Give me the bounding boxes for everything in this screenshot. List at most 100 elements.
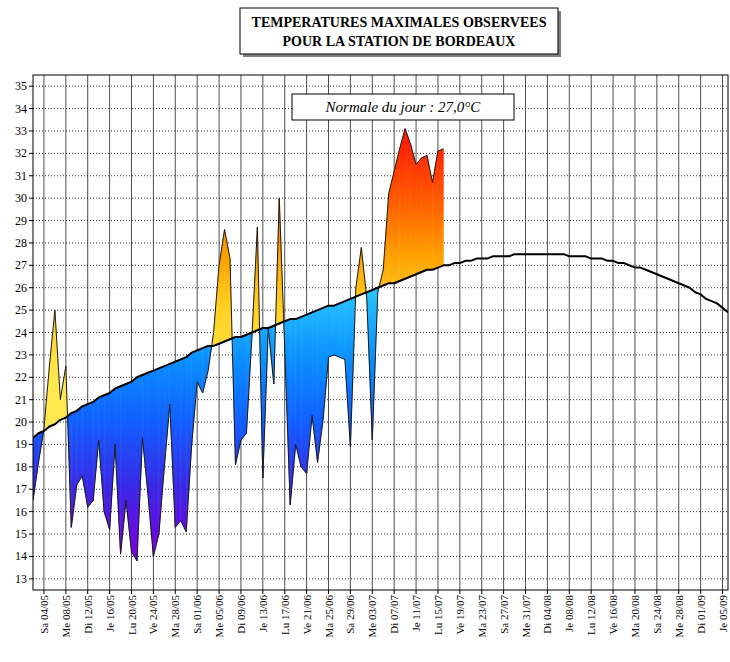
normal-line	[33, 254, 728, 438]
x-tick-label: Je 08/08	[563, 595, 575, 632]
y-tick-label: 14	[15, 549, 27, 563]
grid-line-x	[43, 75, 44, 590]
cold-area	[203, 346, 208, 393]
x-tick	[43, 590, 44, 594]
x-tick	[678, 590, 679, 594]
warm-area	[411, 144, 416, 276]
y-tick-label: 19	[15, 437, 27, 451]
y-axis: 1314151617181920212223242526272829303132…	[15, 79, 33, 586]
grid-line-x	[722, 75, 723, 590]
y-tick	[29, 175, 33, 176]
title: TEMPERATURES MAXIMALES OBSERVEES	[252, 15, 547, 30]
y-tick-label: 15	[15, 527, 27, 541]
x-tick-label: Ve 19/07	[454, 595, 466, 635]
subtitle: POUR LA STATION DE BORDEAUX	[283, 34, 516, 49]
x-tick	[131, 590, 132, 594]
x-tick	[372, 590, 373, 594]
x-tick	[197, 590, 198, 594]
grid-line-x	[240, 75, 241, 590]
x-tick	[613, 590, 614, 594]
y-tick-label: 25	[15, 303, 27, 317]
y-tick-label: 26	[15, 281, 27, 295]
warm-area	[400, 129, 405, 281]
y-tick	[29, 287, 33, 288]
y-tick-label: 31	[15, 169, 27, 183]
x-tick-label: Je 13/06	[257, 595, 269, 632]
cold-area	[181, 357, 186, 532]
x-tick	[153, 590, 154, 594]
x-tick-label: Lu 20/05	[126, 595, 138, 636]
x-tick-label: Ve 21/06	[301, 595, 313, 635]
cold-area	[159, 366, 164, 534]
cold-area	[296, 317, 301, 467]
grid-line-x	[656, 75, 657, 590]
annotation-box: Normale du jour : 27,0°C	[292, 94, 514, 120]
x-tick	[394, 590, 395, 594]
y-tick	[29, 86, 33, 87]
x-tick-label: Me 03/07	[366, 595, 378, 638]
x-tick-label: Lu 17/06	[279, 595, 291, 636]
grid-line-x	[416, 75, 417, 590]
cold-area	[104, 393, 109, 530]
x-tick-label: Di 01/09	[695, 595, 707, 634]
y-tick	[29, 354, 33, 355]
cold-area	[77, 406, 82, 484]
cold-area	[153, 368, 158, 556]
cold-area	[339, 301, 344, 359]
y-tick-label: 13	[15, 572, 27, 586]
y-tick-label: 16	[15, 505, 27, 519]
x-tick	[503, 590, 504, 594]
x-axis: Sa 04/05Me 08/05Di 12/05Je 16/05Lu 20/05…	[38, 590, 729, 637]
title-box: TEMPERATURES MAXIMALES OBSERVEES POUR LA …	[240, 8, 561, 57]
x-tick	[591, 590, 592, 594]
x-tick	[262, 590, 263, 594]
y-tick	[29, 578, 33, 579]
y-tick	[29, 422, 33, 423]
x-tick-label: Me 28/08	[673, 595, 685, 638]
y-tick	[29, 220, 33, 221]
cold-area	[132, 377, 137, 561]
x-tick-label: Je 16/05	[104, 595, 116, 632]
grid-line-y	[33, 86, 728, 87]
grid-line-x	[197, 75, 198, 590]
grid-line-x	[613, 75, 614, 590]
grid-line-x	[591, 75, 592, 590]
grid-line-x	[65, 75, 66, 590]
grid-line-y	[33, 198, 728, 199]
x-tick	[722, 590, 723, 594]
x-tick-label: Ve 16/08	[607, 595, 619, 635]
y-tick-label: 33	[15, 124, 27, 138]
warm-area	[427, 156, 432, 270]
x-tick	[87, 590, 88, 594]
x-tick-label: Lu 12/08	[585, 595, 597, 636]
y-tick-label: 17	[15, 482, 27, 496]
observed-line	[33, 129, 443, 561]
y-tick	[29, 466, 33, 467]
x-tick-label: Ma 20/08	[629, 595, 641, 638]
y-tick	[29, 556, 33, 557]
x-tick	[569, 590, 570, 594]
x-tick-label: Je 05/09	[717, 595, 729, 632]
y-tick	[29, 332, 33, 333]
annotation-frame	[292, 94, 514, 120]
y-tick	[29, 399, 33, 400]
y-tick	[29, 130, 33, 131]
grid-line-y	[33, 175, 728, 176]
y-tick	[29, 310, 33, 311]
warm-area	[405, 129, 410, 279]
anomaly-fill	[33, 129, 443, 561]
x-tick-label: Me 08/05	[60, 595, 72, 638]
cold-area	[186, 353, 191, 532]
chart: 1314151617181920212223242526272829303132…	[0, 0, 730, 662]
y-tick-label: 30	[15, 191, 27, 205]
x-tick	[350, 590, 351, 594]
grid-line-x	[634, 75, 635, 590]
grid-line-y	[33, 332, 728, 333]
grid	[33, 75, 728, 590]
grid-line-x	[525, 75, 526, 590]
cold-area	[334, 303, 339, 357]
x-tick	[328, 590, 329, 594]
grid-line-y	[33, 354, 728, 355]
y-tick	[29, 377, 33, 378]
y-tick-label: 18	[15, 460, 27, 474]
